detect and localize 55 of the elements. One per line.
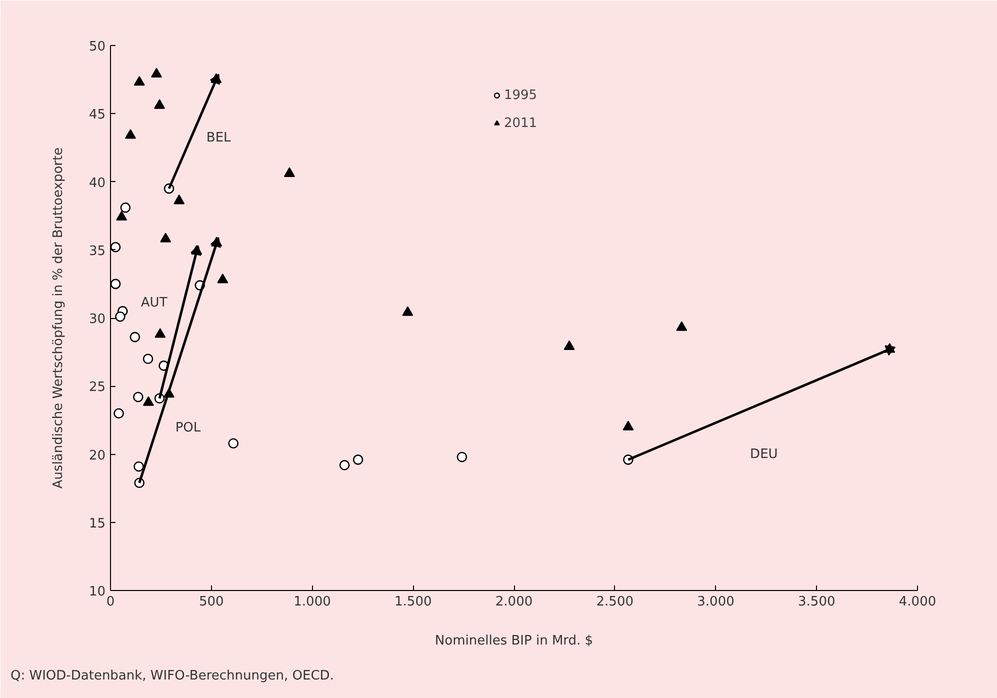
point: [352, 454, 364, 465]
point: [115, 311, 126, 322]
point: [339, 460, 350, 470]
y-tick-label: 15: [88, 516, 106, 532]
x-tick-label: 3.000: [697, 594, 734, 610]
series-label: POL: [175, 420, 202, 436]
point: [116, 210, 128, 221]
point: [456, 452, 468, 462]
point: [622, 420, 634, 430]
x-tick-label: 500: [198, 594, 224, 610]
point: [132, 392, 144, 402]
y-tick-label: 40: [88, 176, 106, 191]
legend-label: 1995: [504, 88, 538, 102]
y-tick-label: 25: [88, 380, 106, 396]
series-label: AUT: [140, 295, 168, 310]
point: [124, 129, 136, 139]
point: [228, 438, 239, 448]
x-tick-label: 1.500: [394, 594, 432, 610]
y-tick-label: 20: [88, 448, 106, 464]
y-tick-label: 30: [88, 312, 106, 327]
point: [110, 242, 121, 252]
point: [134, 461, 144, 472]
point: [151, 68, 162, 78]
point: [160, 232, 172, 242]
legend-label: 2011: [504, 116, 538, 130]
point: [676, 321, 688, 331]
point: [564, 340, 575, 350]
y-axis-title: Ausländische Wertschöpfung in % der Bruttoexporte: [50, 147, 66, 489]
x-tick-label: 3.500: [798, 594, 836, 610]
y-tick-label: 50: [88, 40, 106, 54]
point: [134, 76, 145, 86]
x-tick-label: 2.500: [596, 594, 634, 610]
x-tick-label: 1.000: [294, 594, 331, 610]
text: DEU: [750, 447, 778, 462]
point: [120, 202, 131, 213]
point: [130, 332, 140, 342]
x-tick-label: 0: [106, 594, 115, 610]
y-tick-label: 35: [88, 244, 106, 259]
x-tick-label: 4.000: [898, 594, 936, 610]
point: [142, 354, 154, 364]
text: Q: WIOD-Datenbank, WIFO-Berechnungen, OECD.: [10, 668, 334, 684]
y-tick-label: 10: [88, 584, 106, 600]
point: [174, 194, 185, 204]
series-label: BEL: [206, 130, 232, 146]
point: [142, 396, 154, 406]
point: [402, 306, 414, 316]
point: [114, 408, 124, 419]
y-tick-label: 45: [88, 108, 106, 123]
point: [110, 278, 121, 290]
point: [154, 99, 166, 109]
x-axis-title: Nominelles BIP in Mrd. $: [434, 634, 594, 648]
point: [154, 328, 166, 338]
x-tick-label: 2.000: [495, 594, 533, 610]
point: [284, 167, 295, 177]
point: [217, 274, 228, 284]
